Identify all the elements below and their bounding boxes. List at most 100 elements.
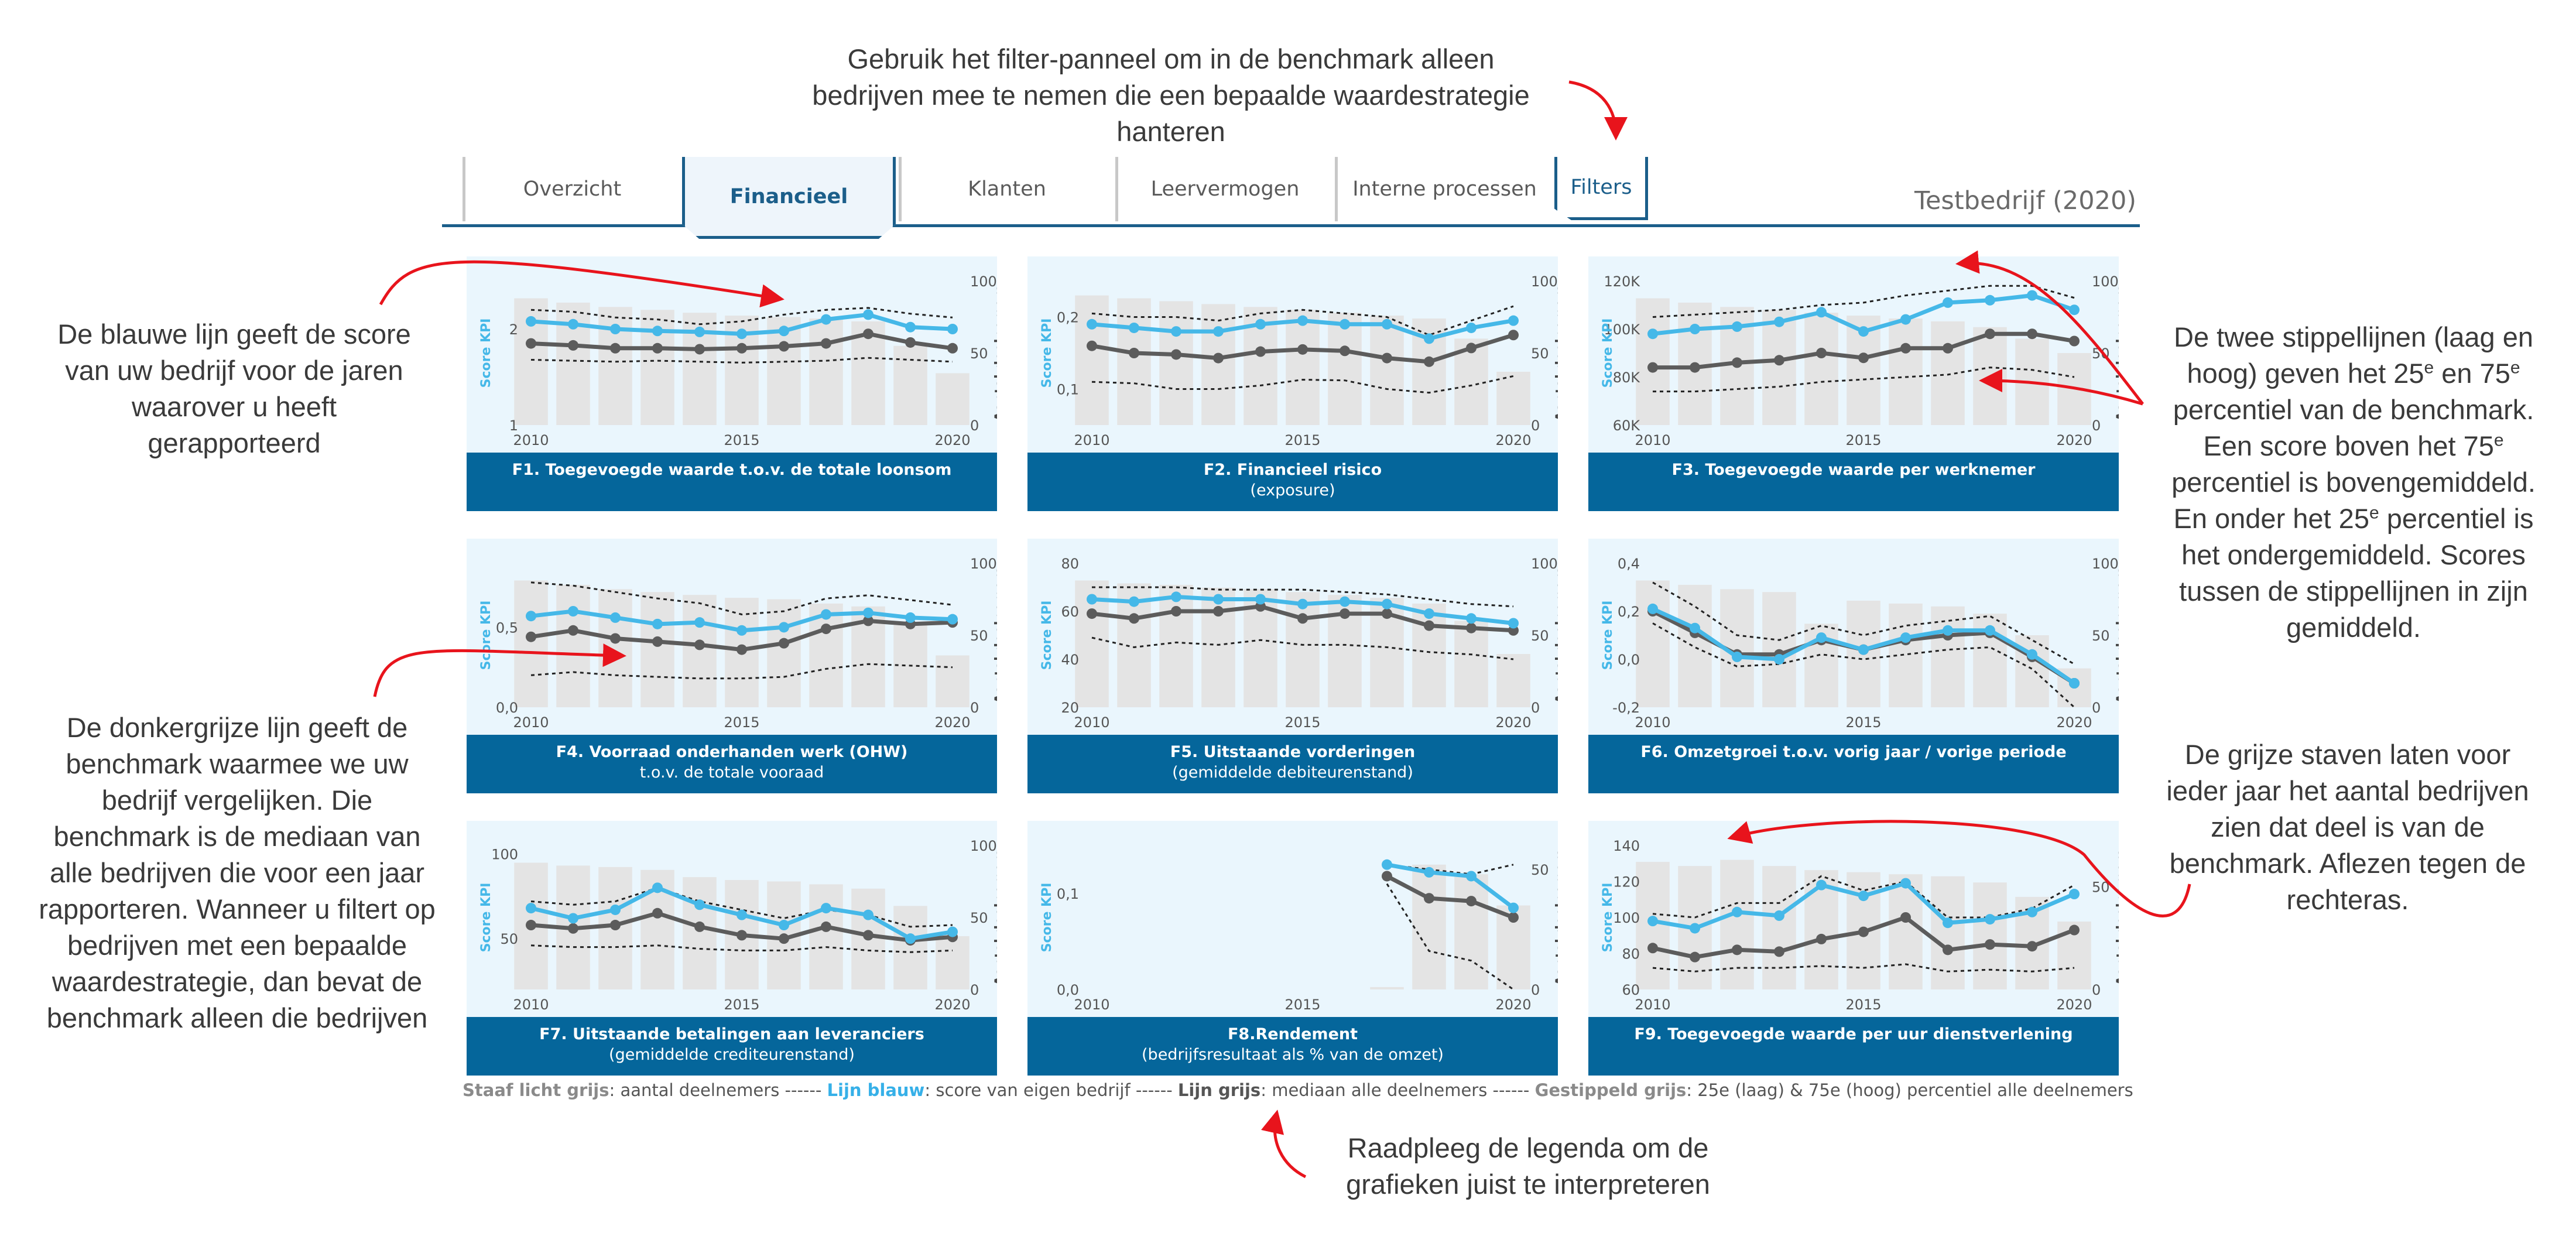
y-tick-label: 20 bbox=[1061, 700, 1079, 716]
chart-panel-f9[interactable]: F9. Toegevoegde waarde per uur dienstver… bbox=[1588, 821, 2119, 1076]
note-line: grafieken juist te interpreteren bbox=[1346, 1169, 1710, 1200]
legend-dash-text: : 25e (laag) & 75e (hoog) percentiel all… bbox=[1686, 1080, 2133, 1100]
score-point bbox=[1985, 294, 1995, 306]
chart-caption: F9. Toegevoegde waarde per uur dienstver… bbox=[1588, 1017, 2119, 1076]
bar bbox=[1496, 371, 1530, 425]
bar bbox=[1286, 310, 1320, 425]
median-point bbox=[1774, 946, 1784, 957]
median-point bbox=[1647, 362, 1658, 373]
chart-title: F4. Voorraad onderhanden werk (OHW) bbox=[556, 743, 908, 761]
y2-axis-title: Aantal deelnemers bbox=[993, 849, 997, 986]
median-point bbox=[1985, 328, 1995, 340]
median-point bbox=[1816, 933, 1827, 944]
chart-title: F7. Uitstaande betalingen aan leverancie… bbox=[539, 1025, 924, 1043]
median-point bbox=[568, 625, 578, 636]
y2-tick-label: 50 bbox=[970, 910, 988, 926]
median-point bbox=[1774, 355, 1784, 366]
chart-panel-f7[interactable]: F7. Uitstaande betalingen aan leverancie… bbox=[467, 821, 997, 1076]
score-point bbox=[1690, 923, 1700, 934]
score-point bbox=[1424, 867, 1434, 878]
median-point bbox=[1732, 357, 1742, 368]
score-point bbox=[568, 913, 578, 924]
median-point bbox=[1424, 893, 1434, 904]
median-point bbox=[1900, 343, 1911, 354]
chart-subtitle: t.o.v. de totale vooraad bbox=[639, 763, 824, 782]
y-tick-label: 100 bbox=[1613, 910, 1640, 926]
median-point bbox=[1129, 348, 1139, 358]
score-point bbox=[610, 324, 621, 334]
score-point bbox=[1985, 625, 1995, 636]
median-point bbox=[1508, 330, 1519, 341]
chart-panel-f3[interactable]: F3. Toegevoegde waarde per werknemer 60K… bbox=[1588, 256, 2119, 511]
tab-overzicht[interactable]: Overzicht bbox=[463, 157, 679, 221]
series-line-p25 bbox=[1653, 367, 2075, 393]
chart-panel-f2[interactable]: F2. Financieel risico (exposure) 0,1 0,2 0… bbox=[1027, 256, 1558, 511]
chart-title: F9. Toegevoegde waarde per uur dienstver… bbox=[1634, 1025, 2073, 1043]
score-point bbox=[568, 319, 578, 330]
bar bbox=[1931, 321, 1965, 425]
bar bbox=[1117, 298, 1151, 425]
note-line: rechteras. bbox=[2286, 884, 2409, 915]
score-point bbox=[1943, 917, 1953, 929]
series-line-p75 bbox=[530, 307, 953, 326]
tab-interne-processen[interactable]: Interne processen bbox=[1335, 157, 1551, 221]
y2-tick-label: 50 bbox=[970, 345, 988, 362]
score-point bbox=[737, 328, 747, 340]
x-tick-label: 2020 bbox=[2056, 996, 2092, 1013]
score-point bbox=[1732, 651, 1742, 662]
score-point bbox=[1382, 319, 1392, 330]
chart-panel-f6[interactable]: F6. Omzetgroei t.o.v. vorig jaar / vorig… bbox=[1588, 539, 2119, 793]
median-point bbox=[821, 624, 831, 635]
x-tick-label: 2020 bbox=[1495, 714, 1531, 731]
score-point bbox=[1508, 315, 1519, 326]
y-tick-label: -0,2 bbox=[1612, 700, 1640, 716]
tab-filters[interactable]: Filters bbox=[1554, 157, 1648, 220]
chart-panel-f8[interactable]: F8.Rendement (bedrijfsresultaat als % va… bbox=[1027, 821, 1558, 1076]
bar bbox=[1889, 318, 1923, 425]
median-point bbox=[568, 340, 578, 351]
arrow-icon bbox=[1260, 1109, 1307, 1179]
score-point bbox=[1297, 315, 1308, 326]
median-point bbox=[1690, 951, 1700, 963]
chart-panel-f4[interactable]: F4. Voorraad onderhanden werk (OHW) t.o.… bbox=[467, 539, 997, 793]
median-point bbox=[694, 639, 705, 650]
score-point bbox=[1255, 594, 1266, 605]
series-line-p75 bbox=[530, 886, 953, 928]
median-point bbox=[610, 343, 621, 354]
chart-caption: F8.Rendement (bedrijfsresultaat als % va… bbox=[1027, 1017, 1558, 1076]
chart-title: F6. Omzetgroei t.o.v. vorig jaar / vorig… bbox=[1640, 743, 2067, 761]
note-line: bedrijven mee te nemen die een bepaalde … bbox=[812, 80, 1530, 111]
score-point bbox=[1647, 916, 1658, 927]
score-point bbox=[1943, 625, 1953, 636]
x-tick-label: 2010 bbox=[1074, 996, 1109, 1013]
chart-panel-f1[interactable]: F1. Toegevoegde waarde t.o.v. de totale … bbox=[467, 256, 997, 511]
note-line: benchmark alleen die bedrijven bbox=[46, 1002, 428, 1033]
y2-axis-title: Aantal deelnemers bbox=[2115, 567, 2119, 704]
median-point bbox=[1985, 939, 1995, 950]
chart-panel-f5[interactable]: F5. Uitstaande vorderingen (gemiddelde d… bbox=[1027, 539, 1558, 793]
tab-klanten[interactable]: Klanten bbox=[899, 157, 1112, 221]
legend-grey-label: Lijn grijs bbox=[1177, 1080, 1261, 1100]
chart-subtitle: (gemiddelde debiteurenstand) bbox=[1172, 763, 1413, 782]
score-point bbox=[1382, 859, 1392, 870]
score-point bbox=[947, 614, 958, 625]
score-point bbox=[568, 606, 578, 617]
legend-blue-text: : score van eigen bedrijf ------ bbox=[924, 1080, 1178, 1100]
chart-caption: F7. Uitstaande betalingen aan leverancie… bbox=[467, 1017, 997, 1076]
score-point bbox=[863, 909, 873, 920]
median-point bbox=[1213, 606, 1224, 617]
note-legend: Raadpleeg de legenda om de grafieken jui… bbox=[1276, 1130, 1780, 1203]
score-point bbox=[610, 904, 621, 915]
note-line: benchmark waarmee we uw bbox=[66, 748, 409, 779]
median-point bbox=[2027, 941, 2037, 952]
note-line: percentiel is bovengemiddeld. bbox=[2171, 467, 2536, 498]
score-point bbox=[1690, 622, 1700, 633]
bar bbox=[1636, 580, 1670, 707]
tab-leervermogen[interactable]: Leervermogen bbox=[1115, 157, 1332, 221]
score-point bbox=[947, 324, 958, 334]
tab-financieel[interactable]: Financieel bbox=[682, 157, 896, 239]
y-tick-label: 0,1 bbox=[1057, 886, 1079, 902]
x-tick-label: 2015 bbox=[1845, 432, 1881, 448]
x-tick-label: 2015 bbox=[724, 996, 759, 1013]
